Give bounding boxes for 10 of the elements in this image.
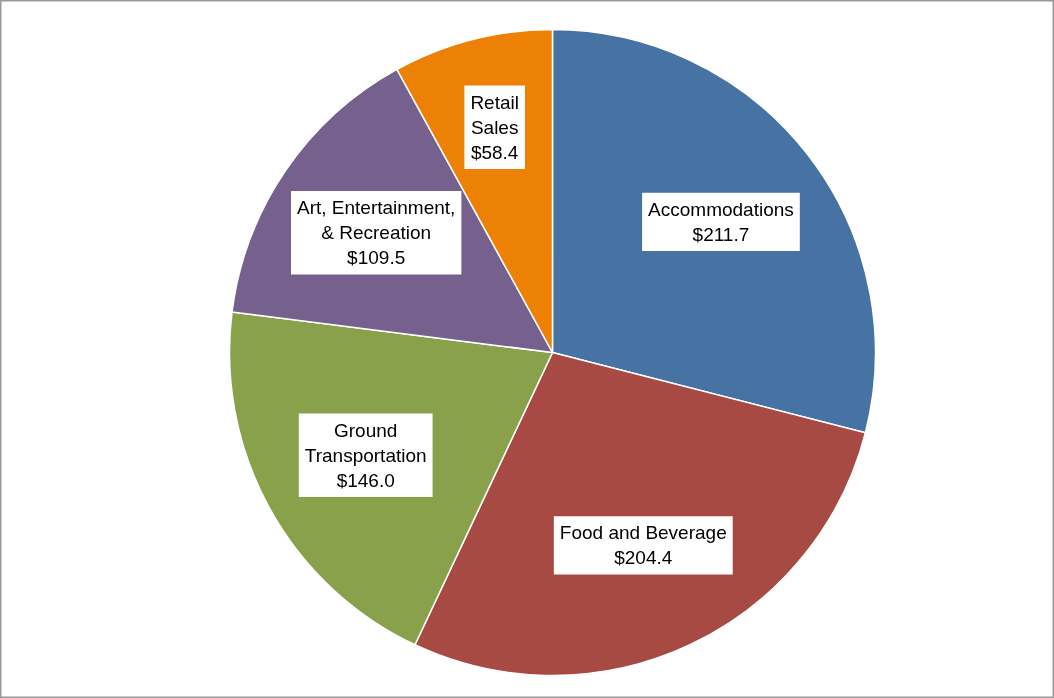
slice-label: Food and Beverage — [559, 522, 727, 544]
slice-label: Accommodations — [648, 198, 794, 220]
slice-label: Ground Transportation — [304, 419, 427, 466]
slice-label: Retail Sales — [470, 91, 519, 138]
data-label: $204.4 — [614, 547, 673, 569]
slice-label: Art, Entertainment, & Recreation — [296, 196, 456, 244]
data-label: $211.7 — [692, 223, 750, 245]
data-label: $109.5 — [347, 247, 406, 269]
data-label: $146.0 — [336, 469, 395, 491]
data-label: $58.4 — [470, 141, 519, 163]
